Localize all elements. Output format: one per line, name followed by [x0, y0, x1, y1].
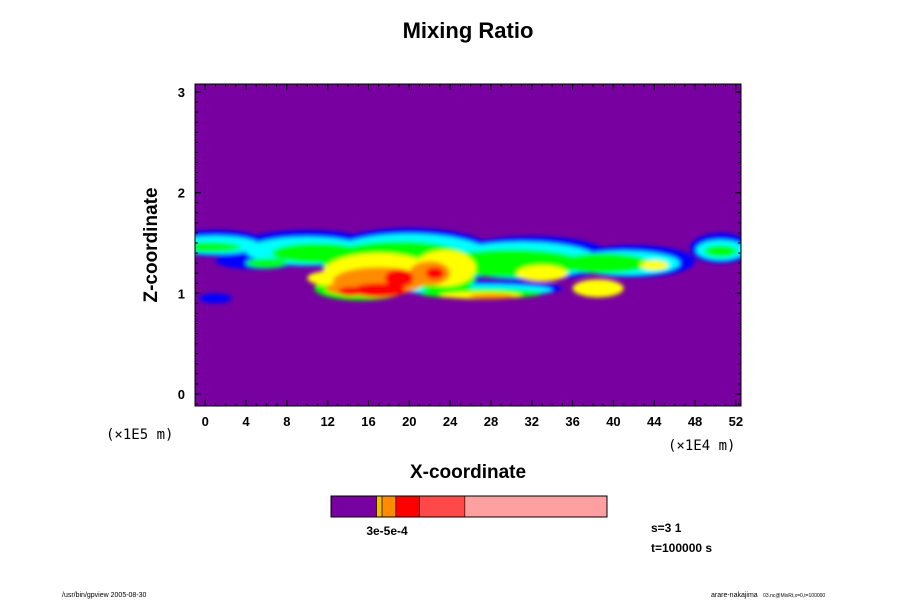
x-tick-label: 36 — [565, 414, 579, 429]
y-axis-label: Z-coordinate — [141, 187, 162, 302]
x-tick-label: 32 — [525, 414, 539, 429]
colorbar-segment — [464, 495, 608, 518]
y-scale-label: (×1E5 m) — [106, 427, 173, 443]
x-tick-label: 8 — [283, 414, 290, 429]
x-tick-label: 24 — [443, 414, 458, 429]
colorbar-segment — [381, 495, 397, 518]
cloud-contour — [425, 267, 445, 280]
cloud-contour — [337, 286, 365, 296]
y-tick-label: 0 — [178, 387, 185, 402]
x-tick-label: 12 — [320, 414, 334, 429]
cloud-contour — [557, 253, 650, 274]
x-tick-label: 0 — [202, 414, 209, 429]
x-tick-label: 20 — [402, 414, 416, 429]
colorbar-segment — [419, 495, 466, 518]
cloud-contours — [195, 227, 741, 304]
cloud-contour — [704, 245, 737, 258]
cloud-contour — [199, 293, 232, 304]
colorbar-label: 3e-5e-4 — [366, 524, 408, 538]
cloud-contour — [352, 283, 406, 298]
x-axis-label: X-coordinate — [410, 462, 526, 483]
cloud-contour — [639, 260, 669, 271]
y-tick-label: 3 — [178, 85, 185, 100]
x-tick-label: 44 — [647, 414, 662, 429]
x-tick-label: 48 — [688, 414, 702, 429]
cloud-contour — [468, 293, 514, 299]
y-axis: 0 1 2 3 — [178, 85, 741, 405]
colorbar-segment — [330, 495, 377, 518]
cloud-contour — [384, 269, 414, 288]
plot-frame — [194, 83, 742, 407]
x-axis: 0 4 8 12 16 20 24 28 32 36 40 44 48 52 — [194, 84, 743, 429]
colorbar-frame — [330, 495, 608, 518]
cloud-contour — [246, 258, 287, 269]
footer-right: arare-nakajima 03.nc@MixRt,x=0,t=100000 — [711, 584, 825, 600]
x-tick-label: 28 — [484, 414, 498, 429]
colorbar-segment — [376, 495, 383, 518]
cloud-contour — [195, 241, 241, 253]
footer-right-main: arare-nakajima — [711, 592, 758, 599]
x-tick-label: 4 — [242, 414, 250, 429]
colorbar-segment — [395, 495, 420, 518]
time-annotation: t=100000 s — [651, 541, 712, 555]
x-tick-label: 52 — [729, 414, 743, 429]
footer-right-sub: 03.nc@MixRt,x=0,t=100000 — [763, 593, 825, 599]
cloud-contour — [516, 265, 568, 282]
x-tick-label: 40 — [606, 414, 620, 429]
step-annotation: s=3 1 — [651, 521, 682, 535]
footer-left: /usr/bin/gpview 2005-08-30 — [62, 592, 147, 599]
chart-title: Mixing Ratio — [403, 18, 534, 43]
y-tick-label: 2 — [178, 186, 185, 201]
cloud-contour — [572, 279, 624, 298]
y-tick-label: 1 — [178, 286, 185, 301]
x-scale-label: (×1E4 m) — [668, 438, 735, 454]
colorbar — [330, 495, 608, 518]
x-tick-label: 16 — [361, 414, 375, 429]
